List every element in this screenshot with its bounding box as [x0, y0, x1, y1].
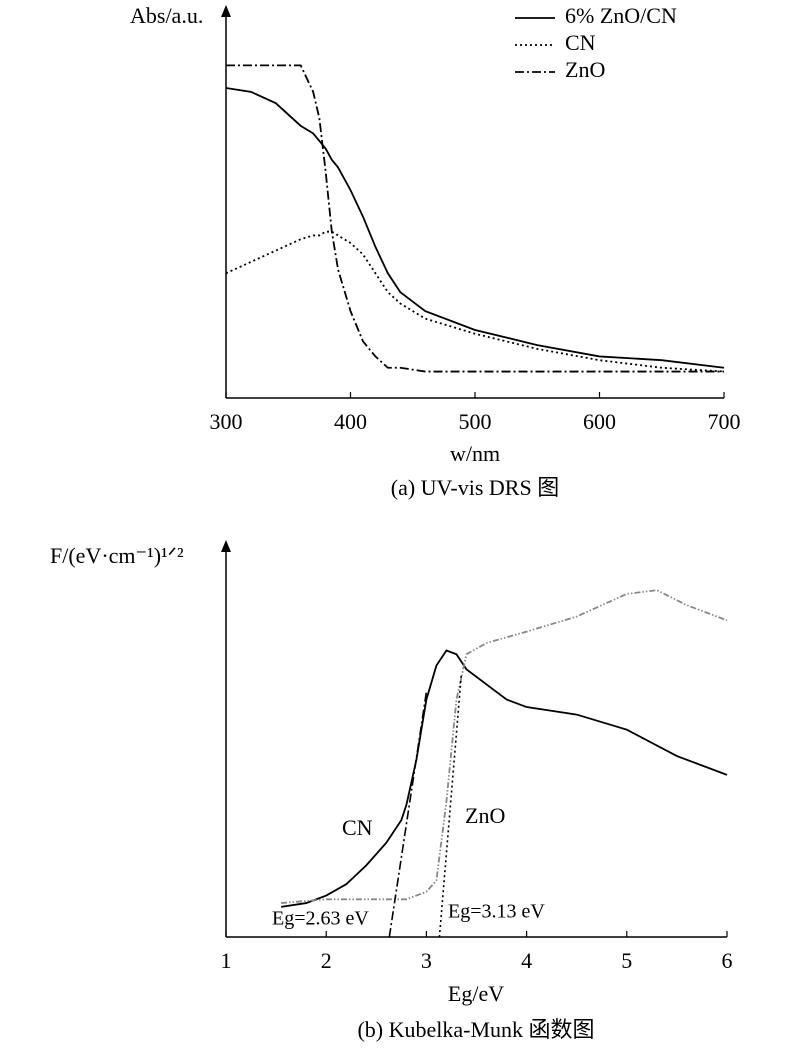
- y-axis-label: Abs/a.u.: [130, 3, 203, 28]
- tangent-line: [438, 673, 463, 938]
- tangent-line: [388, 691, 428, 938]
- x-tick-label: 5: [621, 948, 632, 973]
- x-axis-label: Eg/eV: [448, 981, 504, 1006]
- series-label: CN: [342, 815, 373, 840]
- x-tick-label: 700: [708, 409, 741, 434]
- series-label: ZnO: [465, 803, 505, 828]
- annotation: Eg=2.63 eV: [272, 908, 369, 930]
- series-line: [225, 230, 725, 373]
- x-tick-label: 600: [583, 409, 616, 434]
- axis-arrow: [221, 540, 231, 552]
- x-axis-label: w/nm: [450, 441, 500, 466]
- x-tick-label: 1: [221, 948, 232, 973]
- series-line: [226, 64, 724, 373]
- legend-label: 6% ZnO/CN: [565, 3, 677, 28]
- axis-arrow: [221, 5, 231, 17]
- x-tick-label: 3: [421, 948, 432, 973]
- series-line: [281, 589, 728, 904]
- x-tick-label: 6: [722, 948, 733, 973]
- x-tick-label: 500: [459, 409, 492, 434]
- x-tick-label: 2: [321, 948, 332, 973]
- x-tick-label: 300: [210, 409, 243, 434]
- x-tick-label: 400: [334, 409, 367, 434]
- x-tick-label: 4: [521, 948, 532, 973]
- caption: (a) UV-vis DRS 图: [391, 475, 559, 500]
- y-axis-label: F/(eV·cm⁻¹)¹ᐟ²: [50, 543, 184, 568]
- annotation: Eg=3.13 eV: [448, 901, 545, 923]
- legend-label: CN: [565, 30, 596, 55]
- legend-label: ZnO: [565, 57, 605, 82]
- series-line: [280, 649, 728, 908]
- series-line: [225, 87, 725, 369]
- caption: (b) Kubelka-Munk 函数图: [357, 1017, 594, 1042]
